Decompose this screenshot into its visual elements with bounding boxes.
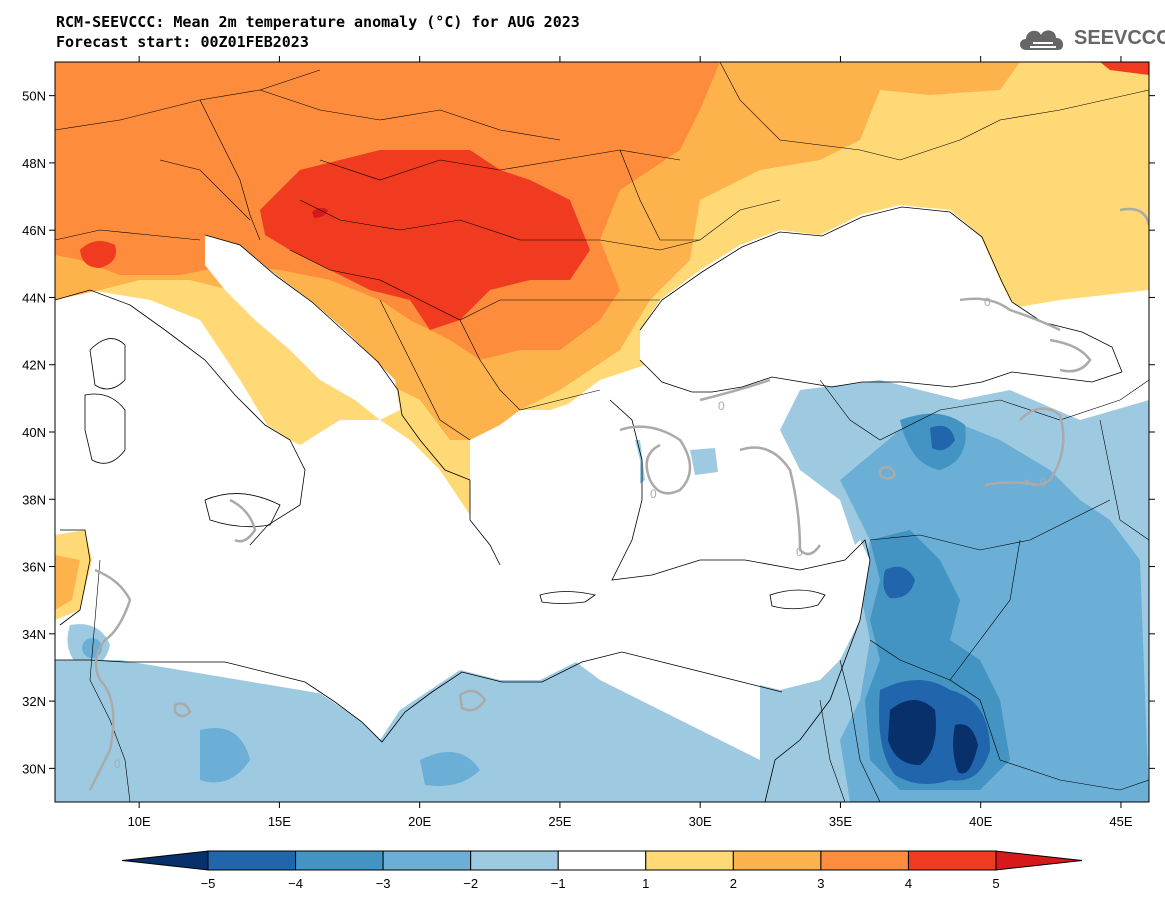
colorbar-label: −3 [376,876,391,891]
lat-tick-label: 32N [22,694,46,709]
lon-tick-label: 45E [1109,814,1132,829]
svg-text:0: 0 [796,545,803,559]
lon-tick-label: 10E [128,814,151,829]
anomaly-zone-4to5 [260,150,590,330]
cloud-icon [1020,30,1064,50]
svg-text:0: 0 [114,757,121,771]
lat-tick-label: 30N [22,761,46,776]
anomaly-zone-ne-corner [1100,62,1149,75]
lat-tick-label: 44N [22,290,46,305]
lon-tick-label: 25E [548,814,571,829]
lat-tick-label: 40N [22,425,46,440]
colorbar-label: 3 [817,876,824,891]
lon-tick-label: 20E [408,814,431,829]
colorbar-segment [732,850,822,871]
anomaly-zone-neg4to5 [879,425,990,784]
anomaly-field: 0 0 0 0 0 0 [55,62,1149,802]
coastlines [55,206,1123,802]
aegean-sea [470,400,640,590]
ionian-sea [100,420,870,740]
lon-tick-label: 35E [829,814,852,829]
colorbar-max-triangle [995,850,1083,871]
lat-tick-label: 46N [22,223,46,238]
colorbar-segment [470,850,559,871]
colorbar-segment [295,850,384,871]
anomaly-zone-neg1to2-anatolia [690,448,718,475]
colorbar-label: −4 [288,876,303,891]
lat-tick-label: 36N [22,560,46,575]
latitude-axis: 50N 48N 46N 44N 42N 40N 38N 36N 34N 32N 30N [22,89,1155,776]
anomaly-zone-2to3-west [55,555,80,610]
contour-labels: 0 0 0 0 0 0 [114,295,1047,771]
colorbar-label: −1 [551,876,566,891]
lon-tick-label: 40E [969,814,992,829]
lat-tick-label: 34N [22,627,46,642]
logo-text: SEEVCCC [1074,27,1165,49]
colorbar-min-triangle [121,850,209,871]
svg-text:0: 0 [718,399,725,413]
seevccc-logo: SEEVCCC [1016,22,1165,56]
tyrrhenian-sea [100,300,300,545]
colorbar-label: 5 [992,876,999,891]
anomaly-zone-5plus [312,207,328,218]
longitude-axis: 10E 15E 20E 25E 30E 35E 40E 45E [128,56,1133,829]
adriatic-sea [205,235,400,420]
colorbar-segment [820,850,909,871]
country-borders [55,62,1149,802]
title-line-2: Forecast start: 00Z01FEB2023 [56,33,309,51]
svg-text:0: 0 [1040,475,1047,489]
lon-tick-label: 15E [268,814,291,829]
colorbar-segment [207,850,297,871]
colorbar-label: −5 [201,876,216,891]
colorbar-label: 2 [730,876,737,891]
anomaly-zone-neg2to3-south [200,728,480,786]
zero-contours [88,207,1149,791]
colorbar-label: 4 [905,876,912,891]
colorbar-label: 1 [642,876,649,891]
colorbar: −5 −4 −3 −2 −1 1 2 3 4 5 [121,850,1083,891]
anomaly-zone-neg5 [888,700,978,774]
anomaly-zone-4to5-west [80,241,116,268]
black-sea [640,205,1120,390]
lat-tick-label: 38N [22,492,46,507]
svg-text:0: 0 [650,487,657,501]
map-title: RCM-SEEVCCC: Mean 2m temperature anomaly… [56,12,580,52]
lat-tick-label: 48N [22,156,46,171]
title-line-1: RCM-SEEVCCC: Mean 2m temperature anomaly… [56,13,580,31]
colorbar-label: −2 [463,876,478,891]
colorbar-segment [907,850,997,871]
colorbar-segment [382,850,472,871]
lat-tick-label: 42N [22,358,46,373]
lon-tick-label: 30E [689,814,712,829]
svg-text:0: 0 [984,295,991,309]
colorbar-segment [557,850,647,871]
lat-tick-label: 50N [22,89,46,104]
colorbar-segment [645,850,734,871]
